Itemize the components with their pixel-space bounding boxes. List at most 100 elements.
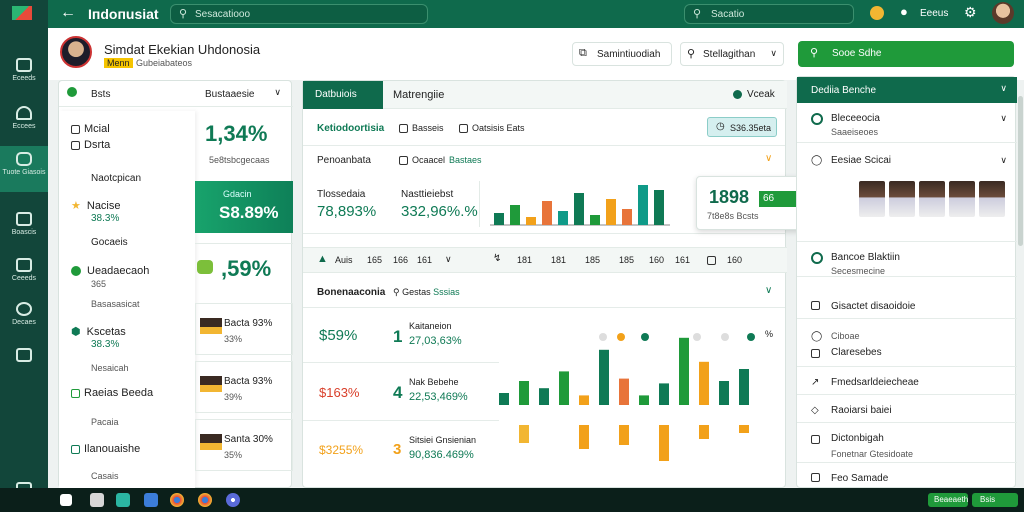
search-input[interactable]: ⚲ Sesacatiooo	[170, 4, 428, 24]
avatar[interactable]	[992, 2, 1014, 24]
toolbar-item[interactable]: 160	[727, 255, 743, 265]
menu-item[interactable]: Ueadaecaoh	[71, 265, 149, 277]
windows-icon[interactable]	[60, 494, 72, 506]
menu-item[interactable]: Basasasicat	[91, 299, 140, 309]
right-row[interactable]: ↗ Fmedsarldeiecheae	[797, 369, 1017, 395]
notification-icon[interactable]	[870, 6, 884, 20]
profile-label[interactable]: Eeeus	[920, 8, 949, 19]
menu-sub-value: 38.3%	[91, 213, 120, 224]
menu-item[interactable]: Dsrta	[71, 139, 110, 151]
rail-item-1[interactable]: Eceeds	[0, 52, 48, 98]
rail-item-4[interactable]: Boascis	[0, 206, 48, 252]
search-icon-2: ⚲	[693, 8, 702, 20]
chevron-down-icon[interactable]: ∨	[765, 285, 773, 296]
main-panel: Datbuiois Matrengiie Vceak Ketiodoortisi…	[302, 80, 787, 488]
doc-icon	[811, 473, 820, 482]
checkbox-icon	[399, 124, 408, 134]
chrome-icon[interactable]	[170, 493, 184, 507]
settings-icon[interactable]: ⚙	[964, 4, 977, 20]
status-button-2[interactable]: Bsis	[972, 493, 1018, 507]
chevron-down-icon[interactable]: ∨	[445, 254, 452, 264]
tab-2[interactable]: Matrengiie	[393, 89, 445, 101]
right-row[interactable]: ◇ Raoiarsi baiei	[797, 397, 1017, 423]
menu-item[interactable]: Nesaicah	[91, 363, 129, 373]
chart-bar	[579, 395, 589, 405]
rail-item-2[interactable]: Eccees	[0, 100, 48, 146]
tab-right[interactable]: Vceak	[747, 89, 775, 100]
doc-icon	[71, 388, 80, 398]
user-icon[interactable]: ●	[900, 4, 908, 19]
toolbar-item[interactable]: 185	[585, 255, 601, 265]
menu-item[interactable]: ★ Nacise	[71, 200, 121, 212]
filter-chip-2[interactable]: Oatsisis Eats	[459, 123, 525, 134]
right-row[interactable]: ◯ Ciboae Claresebes	[797, 323, 1017, 367]
left-panel-header[interactable]: Bsts Bustaaesie ∨	[59, 81, 293, 107]
header-avatar	[60, 36, 92, 68]
mini-chart-bar	[654, 190, 664, 225]
filter-button[interactable]: ◷ S36.35eta	[707, 117, 777, 137]
menu-item[interactable]: Pacaia	[91, 417, 119, 427]
menu-item[interactable]: Mcial	[71, 123, 110, 135]
back-arrow-icon[interactable]: ←	[60, 4, 76, 21]
table-row[interactable]: $3255% 3 Sitsiei Gnsienian 90,836.469%	[319, 435, 477, 461]
toolbar-item[interactable]: 185	[619, 255, 635, 265]
toolbar-item[interactable]: 165	[367, 255, 383, 265]
table-row[interactable]: $163% 4 Nak Bebehe 22,53,469%	[303, 365, 499, 421]
menu-item[interactable]: Ilanouaishe	[71, 443, 140, 455]
menu-item[interactable]: ⬢ Kscetas	[71, 326, 126, 338]
right-row[interactable]: Gisactet disaoidoie	[797, 293, 1017, 319]
filter-chip-1[interactable]: Basseis	[399, 123, 444, 134]
chart-bar	[739, 369, 749, 405]
stat-1-sub: 5e8tsbcgecaas	[209, 155, 270, 165]
rail-item-3[interactable]: Tuote Giasois	[0, 146, 48, 192]
scrollbar[interactable]	[1018, 96, 1023, 246]
calendar-icon[interactable]	[707, 256, 716, 265]
app-icon[interactable]	[116, 493, 130, 507]
hexagon-icon	[16, 152, 32, 166]
right-row[interactable]: Bleceeocia Saaeiseoes ∨	[797, 103, 1017, 143]
right-row[interactable]: Dictonbigah Fonetnar Gtesidoate	[797, 427, 1017, 463]
toolbar-item[interactable]: 160	[649, 255, 665, 265]
right-row[interactable]: ◯ Eesiae Scicai ∨	[811, 155, 1007, 166]
primary-green-button[interactable]: ⚲ Sooe Sdhe	[798, 41, 1014, 67]
candidate-card[interactable]: Santa 30% 35%	[195, 419, 293, 471]
chat-icon: ◯	[811, 331, 823, 342]
link-icon[interactable]: ↯	[493, 253, 502, 264]
rail-item-5[interactable]: Ceeeds	[0, 252, 48, 298]
right-panel-header[interactable]: Dediia Benche ∨	[797, 77, 1017, 103]
menu-item[interactable]: Gocaeis	[91, 237, 128, 248]
candidate-card[interactable]: Bacta 93% 33%	[195, 303, 293, 355]
menu-item[interactable]: Casais	[91, 471, 119, 481]
stellasi-dropdown[interactable]: ⚲ Stellagithan ∨	[680, 42, 784, 66]
right-row[interactable]: Bancoe Blaktiin Secesmecine	[797, 241, 1017, 277]
clock-icon: ◷	[716, 121, 725, 132]
menu-item[interactable]: Naotcpican	[91, 173, 142, 184]
menu-item[interactable]: Raeias Beeda	[71, 387, 153, 399]
candidate-card[interactable]: Bacta 93% 39%	[195, 361, 293, 413]
toolbar-item[interactable]: 161	[417, 255, 433, 265]
section-sub[interactable]: ⚲ Gestas Sssias	[393, 287, 460, 297]
toolbar-item[interactable]: 161	[675, 255, 691, 265]
toolbar-item[interactable]: 166	[393, 255, 409, 265]
toolbar-item[interactable]: Auis	[335, 255, 353, 265]
status-button-1[interactable]: Beaeaeth	[928, 493, 968, 507]
rail-item-6[interactable]: Decaes	[0, 296, 48, 342]
chrome-icon[interactable]	[198, 493, 212, 507]
app-icon[interactable]	[144, 493, 158, 507]
mini-chart-bar	[558, 211, 568, 225]
toolbar-item[interactable]: 181	[551, 255, 567, 265]
browser-icon[interactable]	[226, 493, 240, 507]
chevron-down-icon[interactable]: ∨	[765, 153, 773, 164]
rail-item-7[interactable]	[0, 342, 48, 388]
toolbar-item[interactable]: 181	[517, 255, 533, 265]
mini-chart-svg	[490, 185, 670, 226]
simulasi-button[interactable]: ⧉ Samintiuodiah	[572, 42, 672, 66]
table-row[interactable]: $59% 1 Kaitaneion 27,03,63%	[303, 307, 499, 363]
right-row[interactable]: Feo Samade	[797, 469, 1017, 489]
search-input-2[interactable]: ⚲ Sacatio	[684, 4, 854, 24]
folder-icon[interactable]	[90, 493, 104, 507]
chevron-down-icon: ∨	[1000, 83, 1007, 93]
summary-label: Penoanbata	[317, 155, 371, 166]
tab-1[interactable]: Datbuiois	[303, 81, 383, 109]
summary-chip[interactable]: Ocaacel Bastaes	[399, 155, 482, 166]
